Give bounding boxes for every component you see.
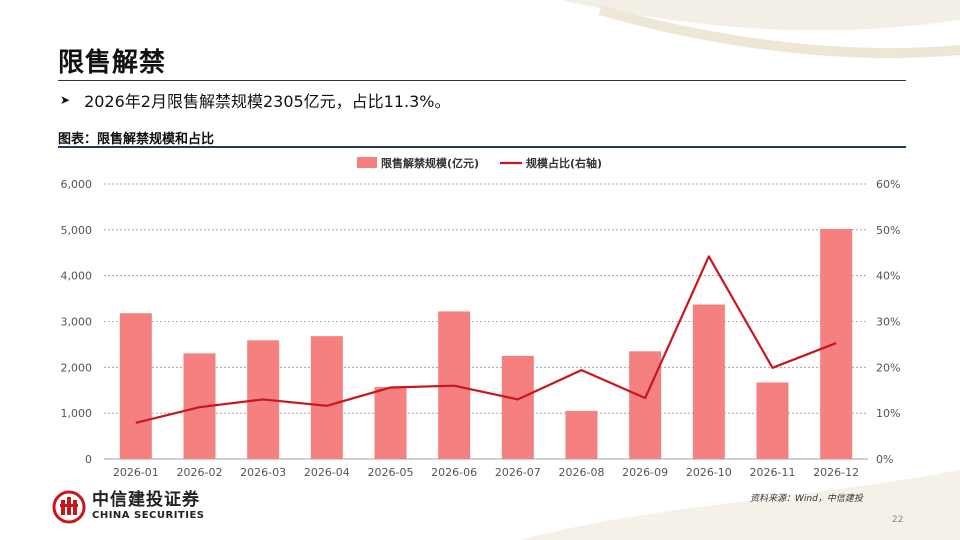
- bar: [756, 382, 789, 459]
- bar: [310, 336, 343, 459]
- bar: [565, 410, 598, 459]
- x-tick-label: 2026-03: [240, 466, 286, 479]
- summary-bullet: ➤ 2026年2月限售解禁规模2305亿元，占比11.3%。: [60, 88, 451, 112]
- y-left-tick-label: 4,000: [61, 270, 93, 283]
- x-tick-label: 2026-07: [495, 466, 541, 479]
- y-right-tick-label: 50%: [876, 224, 900, 237]
- figure-divider: [58, 146, 906, 148]
- y-left-tick-label: 0: [85, 453, 92, 466]
- source-note: 资料来源：Wind，中信建投: [750, 494, 863, 504]
- china-securities-logo-icon: [52, 490, 86, 524]
- bar: [692, 304, 725, 459]
- x-tick-label: 2026-11: [750, 466, 796, 479]
- series-line: [135, 255, 837, 424]
- figure-title: 图表：限售解禁规模和占比: [58, 132, 215, 147]
- arrow-bullet-icon: ➤: [60, 93, 71, 107]
- y-right-tick-label: 30%: [876, 316, 900, 329]
- legend-label-line: 规模占比(右轴): [526, 156, 602, 170]
- title-divider: [58, 80, 906, 81]
- summary-text: 2026年2月限售解禁规模2305亿元，占比11.3%。: [84, 92, 451, 111]
- page-number: 22: [892, 515, 904, 525]
- y-left-tick-label: 2,000: [61, 361, 93, 374]
- y-right-tick-label: 20%: [876, 361, 900, 374]
- y-right-tick-label: 40%: [876, 270, 900, 283]
- y-left-tick-label: 5,000: [61, 224, 93, 237]
- y-left-tick-label: 1,000: [61, 407, 93, 420]
- y-right-tick-label: 60%: [876, 178, 900, 191]
- x-tick-label: 2026-02: [177, 466, 223, 479]
- x-tick-label: 2026-05: [368, 466, 414, 479]
- x-tick-label: 2026-06: [431, 466, 477, 479]
- x-tick-label: 2026-10: [686, 466, 732, 479]
- page-title: 限售解禁: [58, 48, 167, 78]
- legend-label-bar: 限售解禁规模(亿元): [381, 156, 479, 170]
- brand-logo: 中信建投证券 CHINA SECURITIES: [52, 490, 205, 524]
- y-left-tick-label: 3,000: [61, 316, 93, 329]
- logo-cn-text: 中信建投证券: [92, 490, 200, 510]
- bar: [501, 355, 534, 459]
- y-right-tick-label: 10%: [876, 407, 900, 420]
- bar: [374, 387, 407, 459]
- y-right-tick-label: 0%: [876, 453, 893, 466]
- x-tick-label: 2026-12: [813, 466, 859, 479]
- y-left-tick-label: 6,000: [61, 178, 93, 191]
- x-tick-label: 2026-08: [559, 466, 605, 479]
- x-tick-label: 2026-04: [304, 466, 350, 479]
- logo-en-text: CHINA SECURITIES: [92, 510, 205, 521]
- legend-swatch-bar: [357, 157, 377, 168]
- bar: [119, 313, 152, 459]
- x-tick-label: 2026-01: [113, 466, 159, 479]
- bar: [629, 351, 662, 459]
- x-tick-label: 2026-09: [622, 466, 668, 479]
